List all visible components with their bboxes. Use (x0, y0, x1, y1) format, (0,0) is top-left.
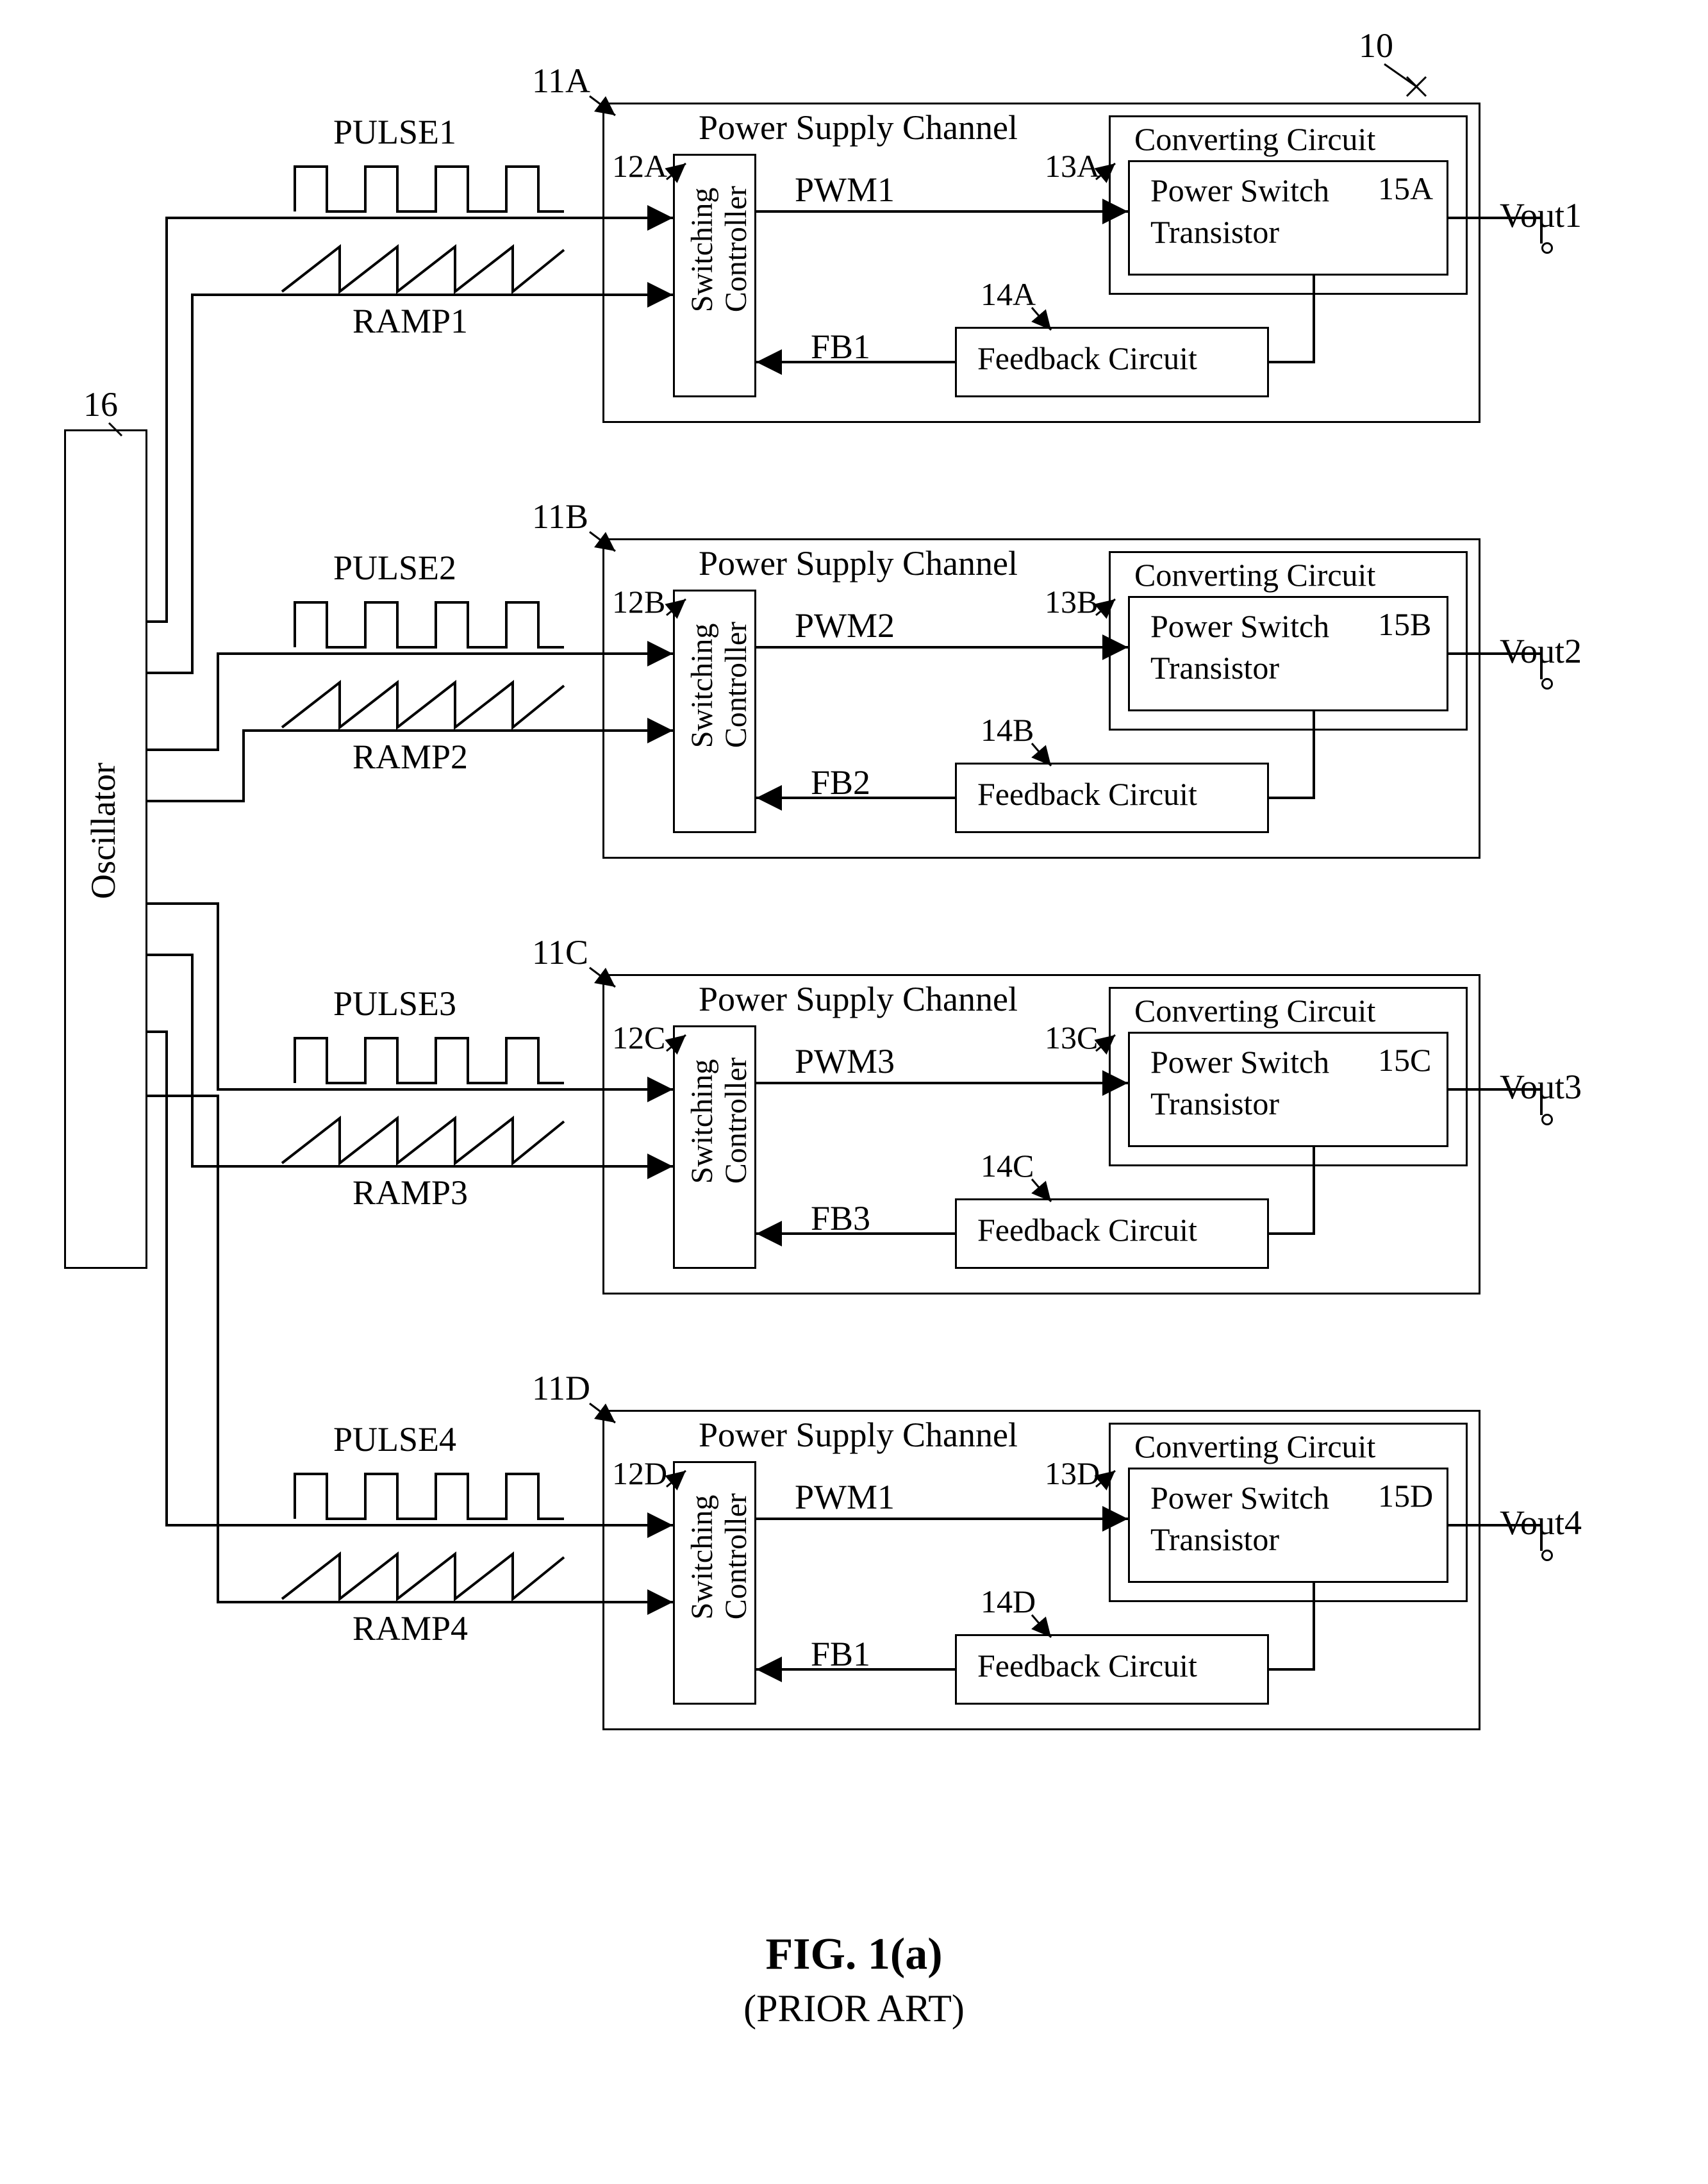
vout-terminal (1541, 1114, 1553, 1125)
oscillator-ref: 16 (83, 385, 118, 424)
channel-title: Power Supply Channel (699, 543, 1018, 583)
vout-terminal (1541, 242, 1553, 254)
controller-label: SwitchingController (686, 622, 754, 748)
channel-ref: 11D (532, 1368, 590, 1408)
controller-ref: 12A (612, 147, 667, 185)
ramp-label: RAMP2 (352, 737, 468, 777)
feedback-ref: 14D (981, 1583, 1036, 1620)
channel-title: Power Supply Channel (699, 979, 1018, 1019)
vout-label: Vout3 (1500, 1067, 1582, 1107)
feedback-label: Feedback Circuit (977, 775, 1197, 813)
feedback-ref: 14C (981, 1147, 1034, 1184)
pulse-label: PULSE4 (333, 1419, 456, 1459)
controller-ref: 12C (612, 1019, 665, 1056)
pwm-label: PWM2 (795, 606, 895, 645)
vout-terminal (1541, 1550, 1553, 1561)
converter-title: Converting Circuit (1134, 992, 1375, 1029)
channel-ref: 11A (532, 61, 590, 101)
controller-ref: 12D (612, 1455, 667, 1492)
pulse-label: PULSE3 (333, 984, 456, 1023)
converter-ref: 13A (1045, 147, 1100, 185)
channel-ref: 11C (532, 932, 588, 972)
channel-title: Power Supply Channel (699, 108, 1018, 147)
pulse-label: PULSE1 (333, 112, 456, 152)
vout-terminal (1541, 678, 1553, 690)
ramp-label: RAMP3 (352, 1173, 468, 1212)
fb-label: FB1 (811, 1634, 870, 1674)
oscillator-label: Oscillator (83, 763, 123, 899)
switch-label: Power SwitchTransistor (1150, 1041, 1329, 1125)
switch-ref: 15D (1378, 1477, 1433, 1514)
figure-title: FIG. 1(a) (26, 1929, 1682, 1980)
switch-ref: 15B (1378, 606, 1431, 643)
feedback-label: Feedback Circuit (977, 1647, 1197, 1684)
converter-ref: 13D (1045, 1455, 1100, 1492)
switch-label: Power SwitchTransistor (1150, 1477, 1329, 1560)
channel-title: Power Supply Channel (699, 1415, 1018, 1455)
controller-label: SwitchingController (686, 186, 754, 312)
switch-label: Power SwitchTransistor (1150, 606, 1329, 689)
controller-label: SwitchingController (686, 1057, 754, 1184)
figure-subtitle: (PRIOR ART) (26, 1987, 1682, 2031)
vout-label: Vout1 (1500, 195, 1582, 235)
diagram-canvas: 10 16 Oscillator 11A Power Supply Channe… (26, 26, 1682, 2158)
converter-title: Converting Circuit (1134, 120, 1375, 158)
feedback-ref: 14A (981, 276, 1036, 313)
ramp-label: RAMP4 (352, 1609, 468, 1648)
converter-ref: 13C (1045, 1019, 1098, 1056)
converter-title: Converting Circuit (1134, 1428, 1375, 1465)
feedback-label: Feedback Circuit (977, 340, 1197, 377)
pwm-label: PWM1 (795, 170, 895, 210)
channel-ref: 11B (532, 497, 588, 536)
converter-title: Converting Circuit (1134, 556, 1375, 593)
vout-label: Vout4 (1500, 1503, 1582, 1543)
pwm-label: PWM1 (795, 1477, 895, 1517)
switch-ref: 15C (1378, 1041, 1431, 1079)
fb-label: FB3 (811, 1198, 870, 1238)
converter-ref: 13B (1045, 583, 1098, 620)
controller-ref: 12B (612, 583, 665, 620)
switch-ref: 15A (1378, 170, 1433, 207)
pwm-label: PWM3 (795, 1041, 895, 1081)
switch-label: Power SwitchTransistor (1150, 170, 1329, 253)
fb-label: FB1 (811, 327, 870, 367)
feedback-ref: 14B (981, 711, 1034, 749)
vout-label: Vout2 (1500, 631, 1582, 671)
controller-label: SwitchingController (686, 1493, 754, 1619)
ramp-label: RAMP1 (352, 301, 468, 341)
pulse-label: PULSE2 (333, 548, 456, 588)
fb-label: FB2 (811, 763, 870, 802)
figure-ref: 10 (1359, 26, 1393, 65)
feedback-label: Feedback Circuit (977, 1211, 1197, 1248)
